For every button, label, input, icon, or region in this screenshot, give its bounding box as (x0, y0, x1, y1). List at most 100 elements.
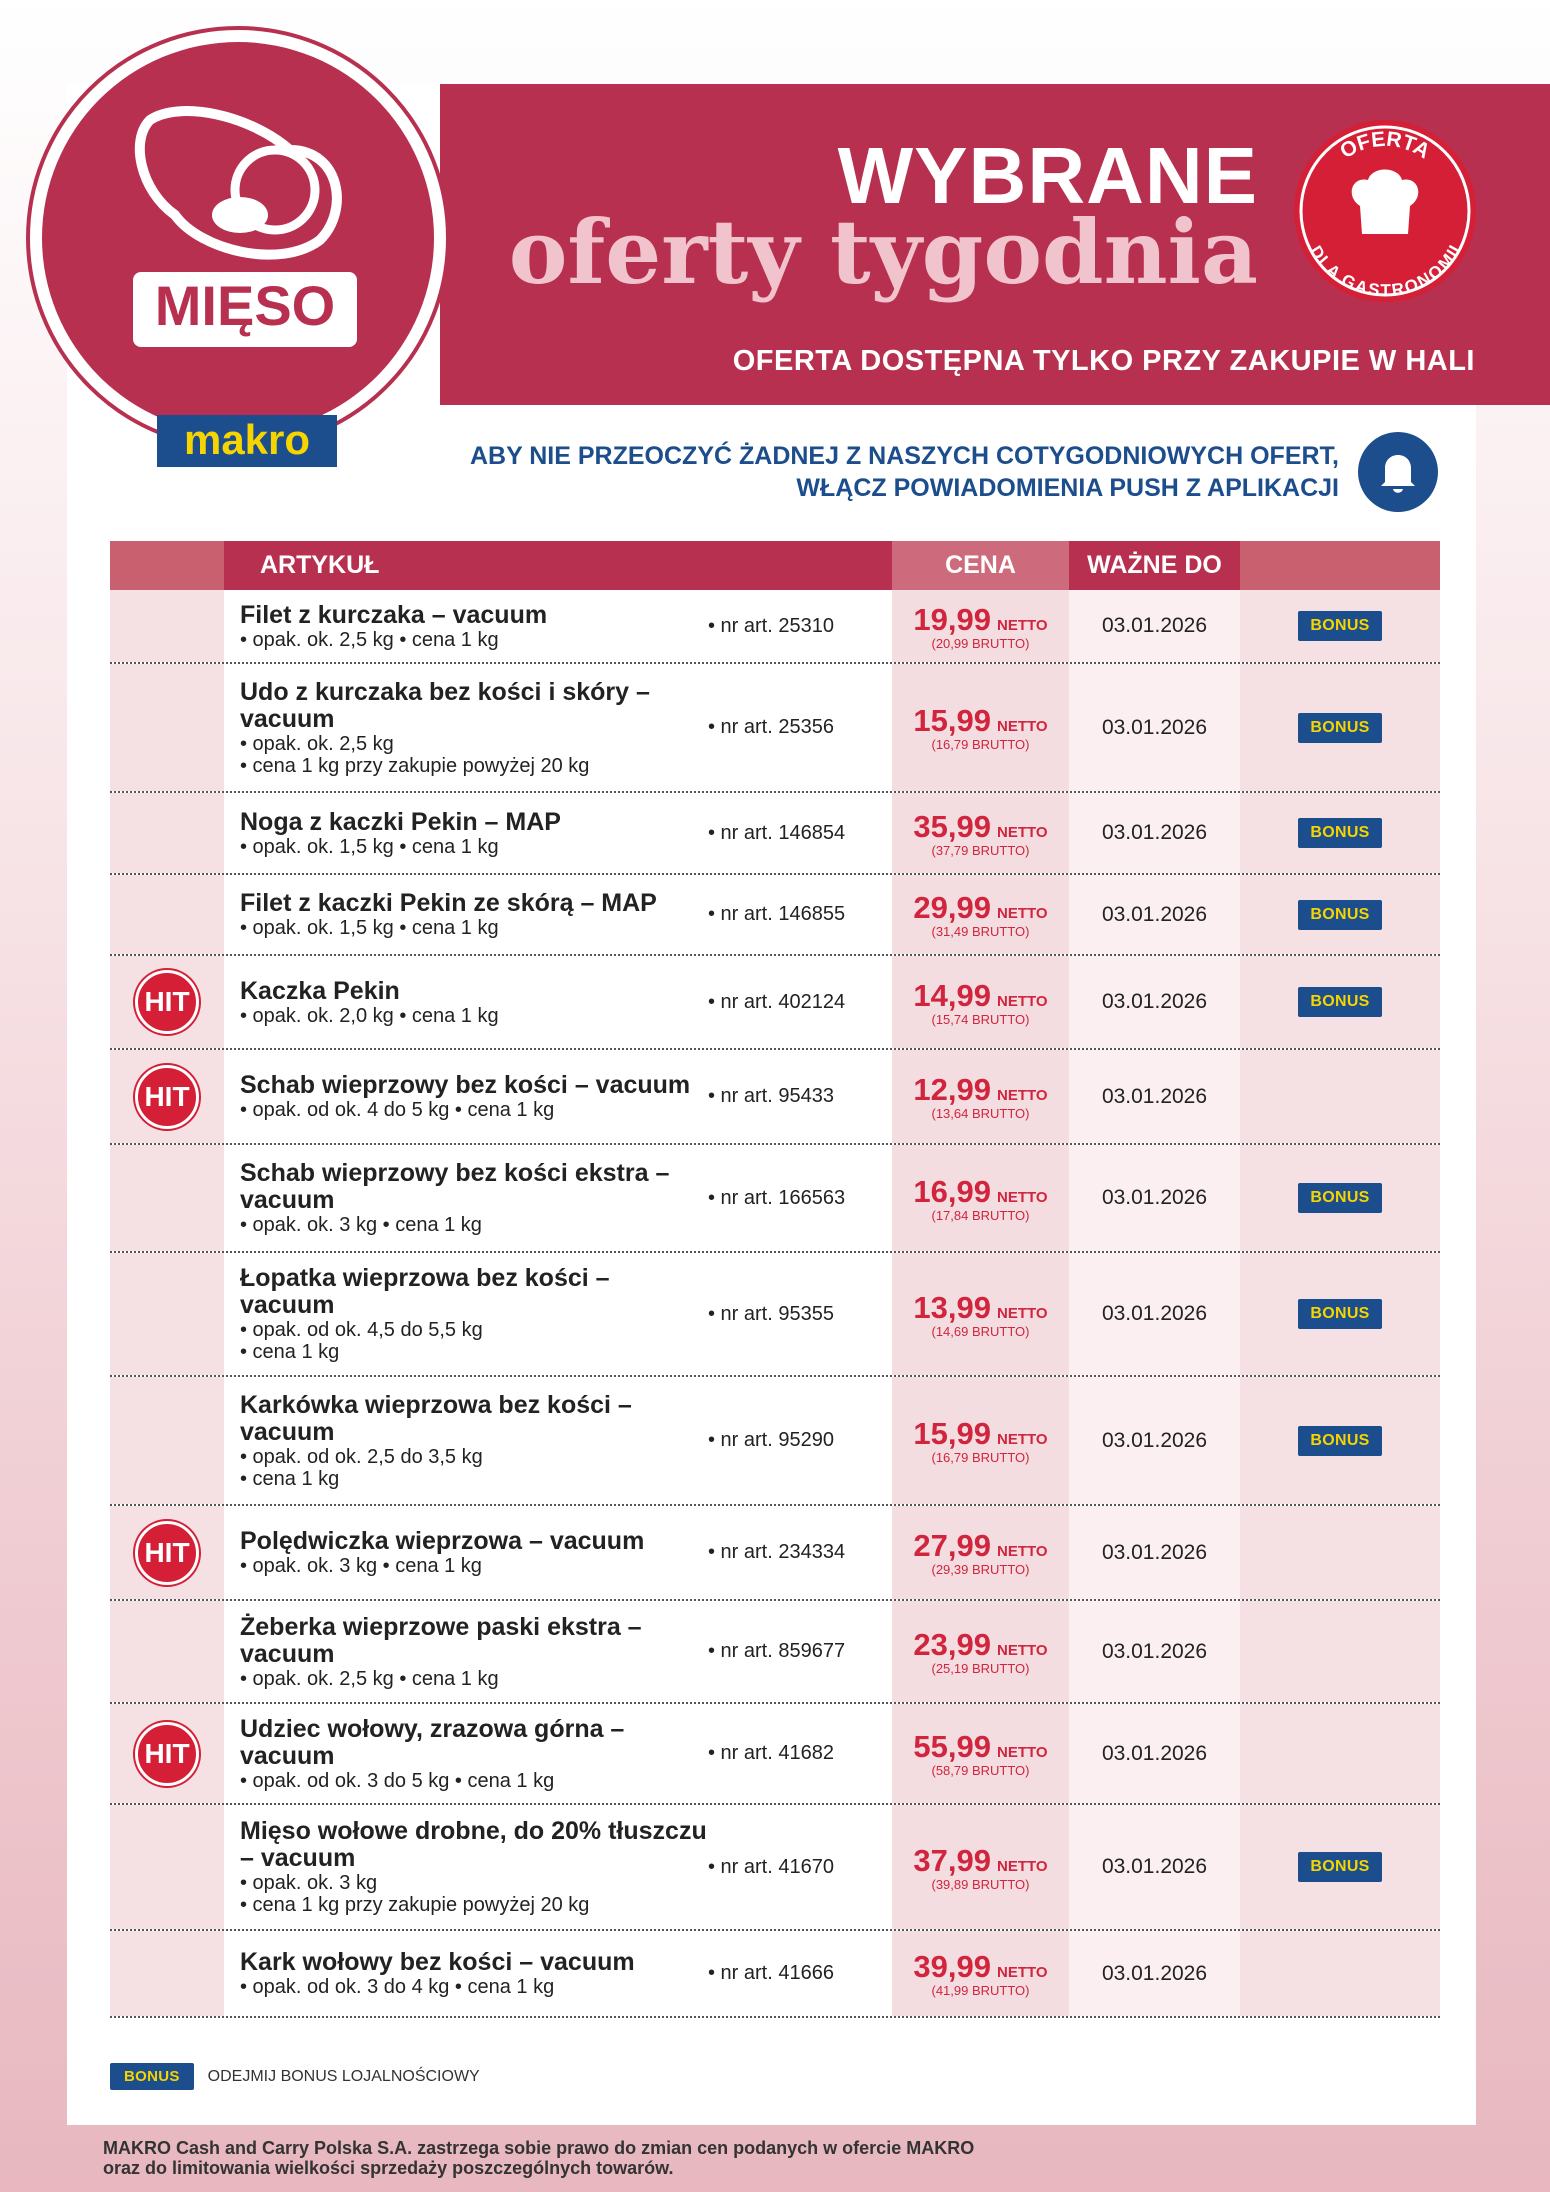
table-row: Filet z kurczaka – vacuum • opak. ok. 2,5… (110, 590, 1440, 664)
table-row: HIT Schab wieprzowy bez kości – vacuum • o… (110, 1050, 1440, 1145)
price: 12,99 (913, 1072, 991, 1107)
badge-cell: HIT (110, 956, 224, 1048)
article-name: Polędwiczka wieprzowa – vacuum (240, 1527, 645, 1555)
price: 16,99 (913, 1173, 991, 1209)
table-row: Noga z kaczki Pekin – MAP • opak. ok. 1,5… (110, 793, 1440, 875)
valid-date: 03.01.2026 (1069, 590, 1240, 662)
table-row: HIT Kaczka Pekin • opak. ok. 2,0 kg • cena… (110, 956, 1440, 1050)
article-cell: Mięso wołowe drobne, do 20% tłuszczu – v… (224, 1805, 892, 1929)
stamp: OFERTA DLA GASTRONOMII (1294, 120, 1476, 302)
article-name: Karkówka wieprzowa bez kości – vacuum (240, 1390, 632, 1446)
badge-cell (110, 875, 224, 954)
article-number: • nr art. 95355 (708, 1302, 834, 1325)
table-header: ARTYKUŁ CENA WAŻNE DO (110, 541, 1440, 590)
article-detail: • opak. od ok. 4 do 5 kg • cena 1 kg (240, 1099, 555, 1121)
price-cell: 37,99 NETTO (39,89 BRUTTO) (892, 1805, 1069, 1929)
article-info: Mięso wołowe drobne, do 20% tłuszczu – v… (240, 1818, 708, 1917)
column-header: CENA (892, 541, 1069, 590)
table-row: Schab wieprzowy bez kości ekstra – vacuu… (110, 1145, 1440, 1253)
article-cell: Żeberka wieprzowe paski ekstra – vacuum •… (224, 1601, 892, 1702)
article-detail: • opak. ok. 1,5 kg • cena 1 kg (240, 835, 499, 858)
brutto-price: (14,69 BRUTTO) (931, 1323, 1030, 1339)
article-info: Kaczka Pekin • opak. ok. 2,0 kg • cena 1 … (240, 976, 708, 1027)
bonus-badge: BONUS (1298, 1299, 1382, 1329)
article-name: Filet z kaczki Pekin ze skórą – MAP (240, 889, 657, 917)
price-cell: 15,99 NETTO (16,79 BRUTTO) (892, 1377, 1069, 1504)
price-line: 27,99 NETTO (913, 1528, 1047, 1564)
article-cell: Schab wieprzowy bez kości ekstra – vacuu… (224, 1145, 892, 1251)
article-number: • nr art. 95290 (708, 1429, 834, 1451)
article-detail: • cena 1 kg przy zakupie powyżej 20 kg (240, 1894, 590, 1916)
article-number: • nr art. 41670 (708, 1855, 834, 1878)
brutto-price: (15,74 BRUTTO) (931, 1011, 1030, 1027)
price: 23,99 (913, 1627, 991, 1662)
table-row: Żeberka wieprzowe paski ekstra – vacuum •… (110, 1601, 1440, 1704)
price-cell: 39,99 NETTO (41,99 BRUTTO) (892, 1931, 1069, 2016)
price-cell: 13,99 NETTO (14,69 BRUTTO) (892, 1253, 1069, 1375)
article-detail: • opak. ok. 2,5 kg • cena 1 kg (240, 1667, 499, 1690)
bonus-badge: BONUS (1298, 818, 1382, 848)
netto-label: NETTO (997, 718, 1048, 735)
note: OFERTA DOSTĘPNA TYLKO PRZY ZAKUPIE W HAL… (732, 345, 1475, 377)
badge-cell (110, 1931, 224, 2016)
valid-date: 03.01.2026 (1069, 1050, 1240, 1143)
badge-cell (110, 1377, 224, 1504)
price: 13,99 (913, 1289, 991, 1325)
price-line: 15,99 NETTO (913, 703, 1047, 739)
push-text: WŁĄCZ POWIADOMIENIA PUSH Z APLIKACJI (796, 474, 1339, 502)
article-detail: • opak. ok. 2,5 kg • cena 1 kg (240, 628, 499, 651)
price-line: 19,99 NETTO (913, 602, 1047, 638)
article-number: • nr art. 859677 (708, 1640, 846, 1662)
badge-cell (110, 664, 224, 791)
netto-label: NETTO (997, 1642, 1048, 1659)
article-name: Schab wieprzowy bez kości ekstra – vacuu… (240, 1159, 670, 1214)
brutto-price: (58,79 BRUTTO) (931, 1763, 1030, 1778)
article-cell: Noga z kaczki Pekin – MAP • opak. ok. 1,5… (224, 793, 892, 873)
price: 27,99 (913, 1528, 991, 1563)
article-detail: • opak. ok. 3 kg (240, 1872, 378, 1894)
price-line: 15,99 NETTO (913, 1416, 1047, 1452)
article-number: • nr art. 146855 (708, 903, 846, 925)
article-number: • nr art. 146854 (708, 821, 846, 844)
price-line: 14,99 NETTO (913, 978, 1047, 1014)
hit-badge: HIT (135, 1721, 199, 1786)
article-info: Udo z kurczaka bez kości i skóry – vacuu… (240, 678, 708, 777)
price-cell: 35,99 NETTO (37,79 BRUTTO) (892, 793, 1069, 873)
article-info: Kark wołowy bez kości – vacuum • opak. od… (240, 1949, 708, 1999)
valid-date: 03.01.2026 (1069, 1704, 1240, 1803)
table-body: Filet z kurczaka – vacuum • opak. ok. 2,5… (110, 590, 1440, 2018)
article-info: Udziec wołowy, zrazowa górna – vacuum • o… (240, 1714, 708, 1792)
bonus-badge: BONUS (1298, 1425, 1382, 1456)
badge-cell: HIT (110, 1506, 224, 1599)
article-number: • nr art. 402124 (708, 990, 846, 1013)
price: 39,99 (913, 1949, 991, 1984)
bonus-cell (1240, 1704, 1440, 1803)
price: 29,99 (913, 890, 991, 925)
valid-date: 03.01.2026 (1069, 875, 1240, 954)
price: 35,99 (913, 808, 991, 844)
bonus-badge: BONUS (1298, 712, 1382, 743)
article-name: Filet z kurczaka – vacuum (240, 600, 548, 629)
price-line: 39,99 NETTO (913, 1949, 1047, 1985)
netto-label: NETTO (997, 616, 1048, 634)
article-name: Udziec wołowy, zrazowa górna – vacuum (240, 1714, 625, 1770)
article-name: Kaczka Pekin (240, 976, 400, 1005)
badge-cell (110, 1805, 224, 1929)
valid-date: 03.01.2026 (1069, 1805, 1240, 1929)
article-name: Schab wieprzowy bez kości – vacuum (240, 1071, 691, 1099)
brutto-price: (13,64 BRUTTO) (931, 1106, 1030, 1121)
title: WYBRANE (837, 131, 1258, 220)
push-text: ABY NIE PRZEOCZYĆ ŻADNEJ Z NASZYCH COTYG… (469, 442, 1339, 470)
hit-badge: HIT (135, 970, 199, 1034)
article-cell: Udo z kurczaka bez kości i skóry – vacuu… (224, 664, 892, 791)
disclaimer: MAKRO Cash and Carry Polska S.A. zastrze… (103, 2138, 974, 2178)
bonus-cell: BONUS (1240, 1145, 1440, 1251)
column-header: ARTYKUŁ (224, 541, 892, 590)
brutto-price: (20,99 BRUTTO) (931, 635, 1030, 651)
brutto-price: (39,89 BRUTTO) (931, 1876, 1030, 1892)
netto-label: NETTO (997, 1543, 1048, 1560)
disclaimer-line: MAKRO Cash and Carry Polska S.A. zastrze… (103, 2138, 975, 2158)
badge-cell (110, 1253, 224, 1375)
price-line: 37,99 NETTO (913, 1843, 1047, 1879)
